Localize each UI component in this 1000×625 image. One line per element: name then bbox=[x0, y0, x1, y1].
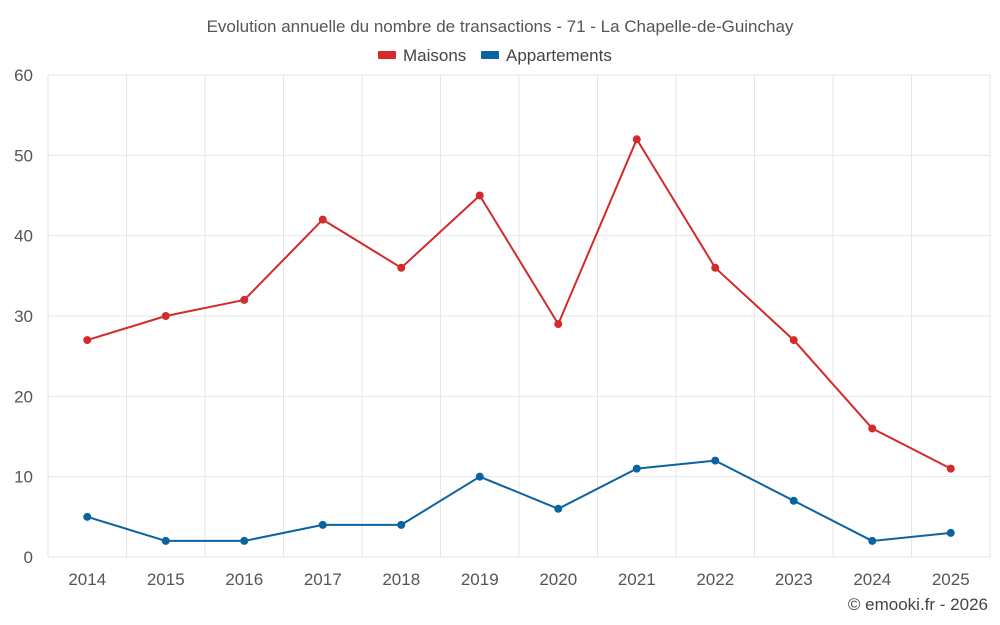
data-point[interactable] bbox=[397, 520, 406, 529]
x-tick-label: 2021 bbox=[618, 570, 656, 589]
x-tick-label: 2019 bbox=[461, 570, 499, 589]
data-point[interactable] bbox=[632, 464, 641, 473]
data-point[interactable] bbox=[240, 536, 249, 545]
chart-title: Evolution annuelle du nombre de transact… bbox=[207, 17, 794, 36]
y-axis: 0 10 20 30 40 50 60 bbox=[14, 66, 33, 567]
y-tick-label: 60 bbox=[14, 66, 33, 85]
data-point[interactable] bbox=[789, 336, 798, 345]
data-point[interactable] bbox=[868, 536, 877, 545]
y-tick-label: 50 bbox=[14, 146, 33, 165]
y-tick-label: 40 bbox=[14, 227, 33, 246]
data-point[interactable] bbox=[711, 263, 720, 272]
legend-swatch bbox=[481, 51, 499, 59]
x-axis: 2014 2015 2016 2017 2018 2019 2020 2021 2022 2023… bbox=[68, 570, 969, 589]
data-point[interactable] bbox=[83, 336, 92, 345]
data-point[interactable] bbox=[475, 472, 484, 481]
data-point[interactable] bbox=[161, 536, 170, 545]
credit-text: © emooki.fr - 2026 bbox=[848, 595, 988, 614]
data-point[interactable] bbox=[554, 504, 563, 513]
x-tick-label: 2025 bbox=[932, 570, 970, 589]
series-line bbox=[86, 459, 951, 542]
data-point[interactable] bbox=[161, 312, 170, 320]
data-point[interactable] bbox=[240, 295, 249, 304]
legend-label[interactable]: Maisons bbox=[403, 46, 466, 65]
series-maisons bbox=[83, 135, 955, 473]
legend-swatch bbox=[378, 51, 396, 59]
data-point[interactable] bbox=[318, 520, 327, 529]
series-appartements bbox=[83, 456, 955, 545]
x-tick-label: 2022 bbox=[696, 570, 734, 589]
data-point[interactable] bbox=[397, 263, 406, 272]
x-tick-label: 2023 bbox=[775, 570, 813, 589]
data-point[interactable] bbox=[318, 215, 327, 224]
series-line bbox=[86, 138, 952, 470]
x-tick-label: 2024 bbox=[853, 570, 891, 589]
x-tick-label: 2016 bbox=[225, 570, 263, 589]
y-tick-label: 10 bbox=[14, 468, 33, 487]
data-point[interactable] bbox=[83, 512, 92, 521]
y-tick-label: 20 bbox=[14, 387, 33, 406]
data-point[interactable] bbox=[711, 456, 720, 465]
data-point[interactable] bbox=[789, 496, 798, 505]
data-point[interactable] bbox=[868, 424, 877, 433]
x-tick-label: 2020 bbox=[539, 570, 577, 589]
y-tick-label: 0 bbox=[24, 548, 33, 567]
legend-label[interactable]: Appartements bbox=[506, 46, 612, 65]
grid bbox=[47, 74, 991, 558]
x-tick-label: 2018 bbox=[382, 570, 420, 589]
x-tick-label: 2014 bbox=[68, 570, 106, 589]
x-tick-label: 2015 bbox=[147, 570, 185, 589]
data-point[interactable] bbox=[632, 135, 641, 144]
legend: Maisons Appartements bbox=[378, 46, 612, 65]
y-tick-label: 30 bbox=[14, 307, 33, 326]
data-point[interactable] bbox=[946, 464, 955, 473]
data-point[interactable] bbox=[946, 528, 955, 537]
series-layer bbox=[83, 135, 955, 545]
data-point[interactable] bbox=[554, 320, 563, 329]
x-tick-label: 2017 bbox=[304, 570, 342, 589]
data-point[interactable] bbox=[475, 191, 484, 200]
